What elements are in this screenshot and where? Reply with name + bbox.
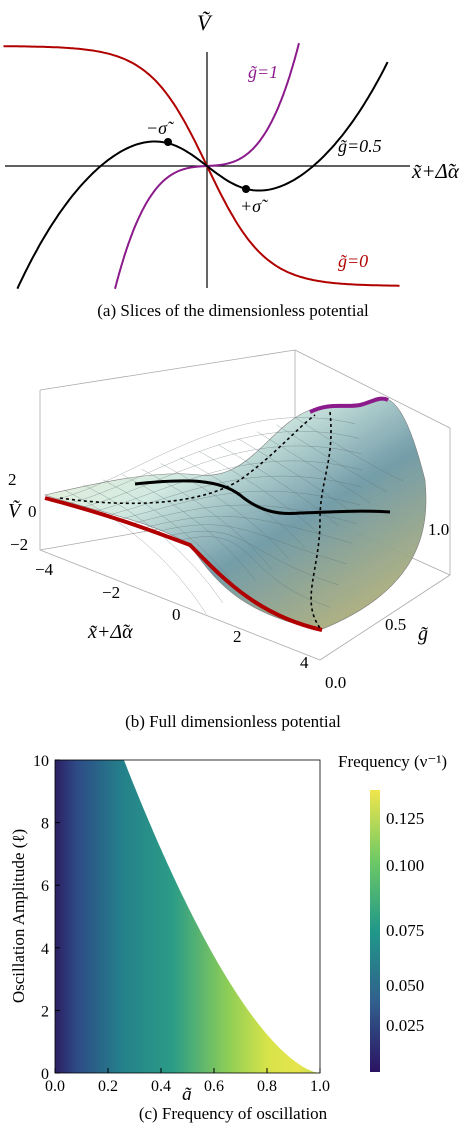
b-curve-g1: [309, 396, 389, 414]
c-colorbar: [370, 790, 380, 1072]
b-mesh-line: [218, 444, 339, 526]
c-y-ticks: 0 2 4 6 8 10: [33, 753, 60, 1083]
a-ylabel: Ṽ: [197, 10, 213, 35]
caption-b: (b) Full dimensionless potential: [125, 712, 341, 731]
caption-c: (c) Frequency of oscillation: [138, 1104, 328, 1123]
b-surface-mesh: [57, 417, 404, 615]
c-y-tick-label: 10: [33, 753, 49, 770]
a-label-g0: g̃=0: [338, 251, 368, 271]
b-ylabel: g̃: [418, 623, 428, 645]
b-mesh-line: [141, 516, 353, 544]
chart-c: 0.0 0.2 0.4 0.6 0.8 1.0 0 2 4 6 8 10 g̃ Oscillatio…: [9, 752, 447, 1100]
b-mesh-line: [105, 475, 362, 516]
c-x-tick-label: 0.6: [204, 1078, 224, 1095]
b-x-tick-m4: −4: [35, 560, 54, 579]
b-mesh-line: [256, 431, 371, 504]
b-mesh-line: [199, 451, 322, 537]
c-y-tick-label: 8: [41, 816, 49, 833]
c-heatmap-region: [55, 760, 320, 1073]
b-x-tick-m2: −2: [102, 583, 120, 602]
b-mesh-line: [122, 474, 256, 581]
c-x-tick-label: 0.2: [98, 1078, 118, 1095]
b-x-tick-4: 4: [300, 653, 309, 672]
c-cbar-tick-0075: 0.075: [386, 921, 424, 940]
c-ylabel: Oscillation Amplitude (ℓ): [9, 829, 28, 1003]
a-label-g1: g̃=1: [248, 62, 278, 82]
c-plot-frame: [54, 759, 321, 1074]
b-z-tick-2: 2: [8, 470, 17, 489]
b-curve-g05: [134, 479, 391, 515]
b-z-tick-m2: −2: [10, 535, 28, 554]
c-colorbar-title: Frequency (ν⁻¹): [338, 752, 447, 771]
c-y-tick-label: 2: [41, 1003, 49, 1020]
b-mesh-line: [295, 417, 404, 482]
b-curve-g0: [44, 496, 323, 632]
b-mesh-line: [93, 460, 363, 512]
caption-a: (a) Slices of the dimensionless potentia…: [97, 301, 369, 320]
c-y-tick-label: 6: [41, 878, 49, 895]
c-x-tick-label: 0.0: [45, 1078, 65, 1095]
b-x-tick-2: 2: [233, 627, 242, 646]
c-cbar-tick-0125: 0.125: [386, 809, 424, 828]
b-mesh-line: [81, 445, 362, 508]
c-x-tick-label: 0.8: [257, 1078, 277, 1095]
chart-a: Ṽ x̃+Δ̃α g̃=1 g̃=0.5 g̃=0 −σ̃ +σ̃: [3, 10, 460, 290]
b-mesh-line: [165, 530, 339, 586]
a-plus-sigma-point: [242, 185, 250, 193]
b-mesh-line: [153, 524, 347, 564]
a-minus-sigma-point: [164, 138, 172, 146]
b-mesh-line: [177, 536, 331, 608]
b-dashed-2: [310, 411, 332, 629]
c-cbar-tick-0025: 0.025: [386, 1016, 424, 1035]
b-dashed-1: [59, 414, 316, 505]
b-mesh-line: [237, 438, 355, 515]
a-label-plus-sigma: +σ̃: [240, 196, 269, 216]
b-z-tick-0: 0: [28, 502, 37, 521]
c-xlabel: g̃: [182, 1084, 192, 1100]
c-cbar-tick-0100: 0.100: [386, 856, 424, 875]
a-label-minus-sigma: −σ̃: [146, 118, 175, 138]
c-y-tick-label: 0: [41, 1066, 49, 1083]
c-x-tick-label: 1.0: [310, 1078, 330, 1095]
a-xlabel: x̃+Δ̃α: [411, 159, 460, 183]
a-series-g0: [3, 45, 400, 287]
b-mesh-line: [102, 479, 240, 592]
b-mesh-line: [57, 417, 356, 500]
chart-b: 2 Ṽ 0 −2 −4 −2 0 2 4 x̃+Δ̃α 0.0 0.5 g̃ 1…: [8, 349, 451, 692]
c-y-tick-label: 4: [41, 941, 49, 958]
c-cbar-tick-0050: 0.050: [386, 976, 424, 995]
b-y-tick-05: 0.5: [385, 615, 406, 634]
b-y-tick-1: 1.0: [428, 520, 449, 539]
b-xlabel: x̃+Δ̃α: [87, 621, 133, 643]
b-mesh-line: [69, 431, 359, 504]
a-series-g05: [16, 61, 389, 290]
b-zlabel: Ṽ: [8, 498, 23, 522]
b-mesh-line: [160, 463, 289, 559]
c-x-ticks: 0.0 0.2 0.4 0.6 0.8 1.0: [45, 1068, 330, 1095]
b-x-tick-0: 0: [172, 605, 181, 624]
c-x-tick-label: 0.4: [151, 1078, 171, 1095]
b-y-tick-0: 0.0: [325, 673, 346, 692]
a-label-g05: g̃=0.5: [338, 136, 382, 156]
